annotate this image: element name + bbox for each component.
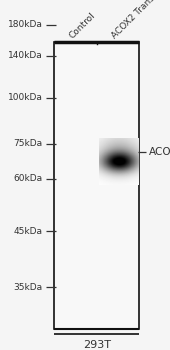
Text: ACOX2: ACOX2 (149, 147, 170, 157)
Text: ACOX2 Transfected: ACOX2 Transfected (110, 0, 170, 40)
Text: Control: Control (68, 11, 97, 40)
Text: 45kDa: 45kDa (13, 226, 42, 236)
Text: 60kDa: 60kDa (13, 174, 42, 183)
Text: 35kDa: 35kDa (13, 282, 42, 292)
Text: 100kDa: 100kDa (8, 93, 42, 103)
Text: 75kDa: 75kDa (13, 139, 42, 148)
Text: 293T: 293T (83, 340, 111, 350)
Text: 180kDa: 180kDa (8, 20, 42, 29)
Bar (54, 42, 139, 329)
Text: 140kDa: 140kDa (8, 51, 42, 61)
